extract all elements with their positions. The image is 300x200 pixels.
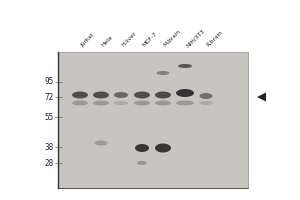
Text: 55: 55	[44, 112, 53, 121]
Ellipse shape	[72, 92, 88, 98]
Text: 95: 95	[44, 77, 53, 86]
Text: NIH/3T3: NIH/3T3	[185, 28, 205, 48]
Text: H.liver: H.liver	[121, 31, 138, 48]
Ellipse shape	[155, 100, 171, 106]
Ellipse shape	[134, 92, 150, 98]
Ellipse shape	[176, 100, 194, 106]
Ellipse shape	[176, 89, 194, 97]
Text: 72: 72	[44, 92, 53, 102]
Text: R.brain: R.brain	[206, 30, 224, 48]
Ellipse shape	[94, 140, 107, 146]
Text: MCF-7: MCF-7	[142, 31, 159, 48]
Ellipse shape	[114, 92, 128, 98]
Ellipse shape	[155, 144, 171, 152]
Ellipse shape	[72, 100, 88, 106]
Ellipse shape	[134, 100, 150, 106]
Text: Jurkat: Jurkat	[80, 32, 96, 48]
Ellipse shape	[200, 93, 212, 99]
Ellipse shape	[157, 71, 169, 75]
Text: 38: 38	[44, 142, 53, 152]
Ellipse shape	[114, 101, 128, 105]
Text: 28: 28	[44, 158, 53, 167]
Ellipse shape	[135, 144, 149, 152]
Ellipse shape	[155, 92, 171, 98]
Polygon shape	[257, 92, 266, 102]
Ellipse shape	[137, 161, 147, 165]
Ellipse shape	[178, 64, 192, 68]
Bar	[58, 52, 248, 188]
Text: M.brain: M.brain	[163, 29, 182, 48]
Ellipse shape	[93, 92, 109, 98]
Text: Hela: Hela	[101, 35, 114, 48]
Ellipse shape	[200, 101, 212, 105]
Ellipse shape	[93, 100, 109, 106]
